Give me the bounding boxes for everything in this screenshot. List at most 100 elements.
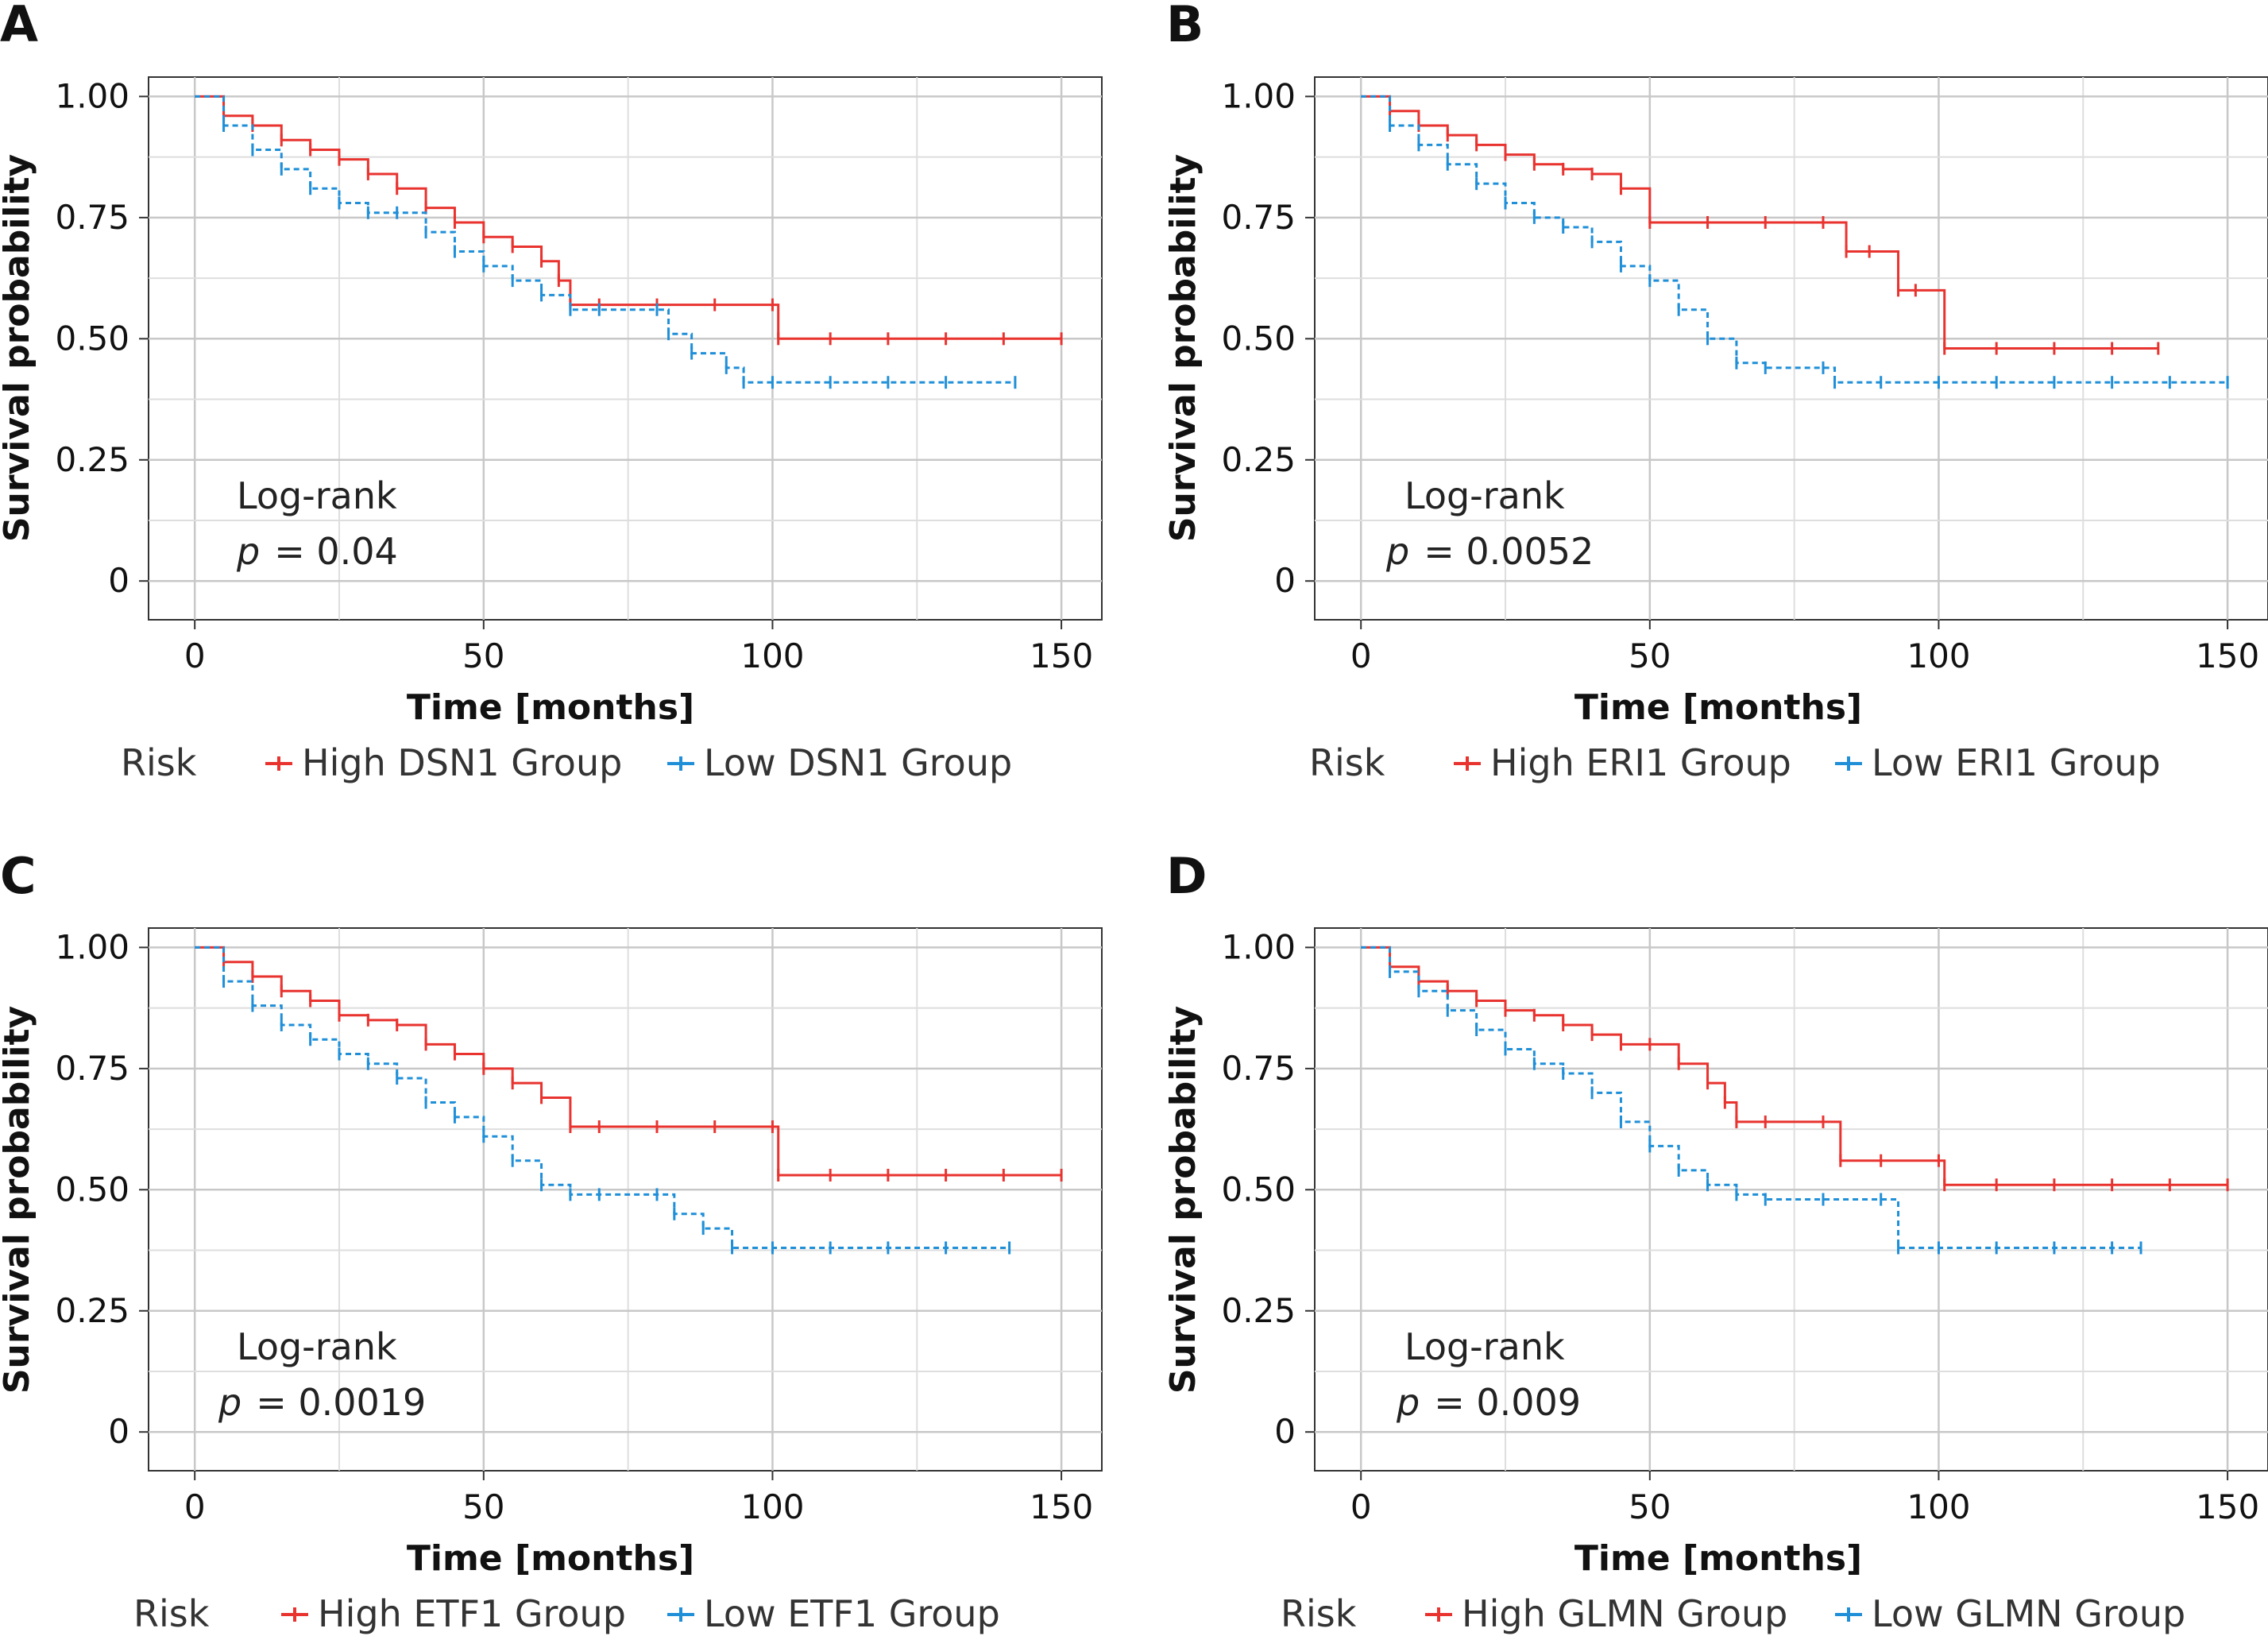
x-axis-title-c: Time [months] [407, 1538, 694, 1579]
y-tick-label: 0.50 [55, 1170, 129, 1209]
grid-a [149, 77, 1102, 620]
p-value-b: p = 0.0052 [1385, 530, 1594, 573]
survival-curve-low [1361, 946, 2141, 1249]
ticks-a: 0 50 100 150 0 0.25 0.50 0.75 1.00 [55, 76, 1093, 675]
panel-label-b: B [1166, 0, 1204, 53]
x-tick-label: 0 [184, 1487, 206, 1526]
legend-high-marker-b [1454, 756, 1481, 771]
x-tick-label: 0 [184, 636, 206, 675]
panel-d: D 0 50 100 150 0 0.25 0.50 0.75 1.00 Time [month… [1163, 847, 2268, 1635]
legend-title-c: Risk [133, 1592, 210, 1635]
y-tick-label: 0.50 [1221, 1170, 1296, 1209]
legend-title-d: Risk [1281, 1592, 1357, 1635]
x-tick-label: 50 [1629, 636, 1671, 675]
x-tick-label: 100 [1907, 1487, 1970, 1526]
panel-a: A 0 50 100 150 0 0.25 0.50 0.75 1.00 Time [month… [0, 0, 1103, 784]
p-text-b: = 0.0052 [1424, 530, 1594, 573]
plot-frame-c [148, 927, 1103, 1472]
legend-a: Risk High DSN1 Group Low DSN1 Group [121, 741, 1012, 784]
y-tick-label: 0.75 [55, 198, 129, 237]
x-tick-label: 0 [1350, 1487, 1372, 1526]
x-axis-title-b: Time [months] [1574, 687, 1862, 728]
survival-curve-high [195, 95, 1062, 340]
series-layer-a [195, 95, 1063, 389]
grid-d [1315, 928, 2268, 1471]
ticks-c: 0 50 100 150 0 0.25 0.50 0.75 1.00 [55, 927, 1093, 1526]
series-layer-b [1361, 95, 2229, 389]
logrank-label-a: Log-rank [237, 474, 397, 517]
legend-low-marker-c [667, 1607, 694, 1622]
y-tick-label: 0.75 [1221, 1049, 1296, 1088]
y-tick-label: 0.50 [55, 319, 129, 358]
y-tick-label: 0.75 [1221, 198, 1296, 237]
x-tick-label: 100 [1907, 636, 1970, 675]
x-tick-label: 100 [740, 636, 804, 675]
y-tick-label: 0 [1274, 561, 1296, 600]
p-symbol-a: p [236, 530, 260, 573]
series-layer-c [195, 946, 1063, 1255]
x-tick-label: 150 [2196, 1487, 2259, 1526]
survival-curve-low [195, 95, 1015, 384]
ticks-b: 0 50 100 150 0 0.25 0.50 0.75 1.00 [1221, 76, 2259, 675]
y-tick-label: 0 [1274, 1412, 1296, 1451]
x-tick-label: 150 [2196, 636, 2259, 675]
legend-high-label-c: High ETF1 Group [318, 1592, 626, 1635]
legend-d: Risk High GLMN Group Low GLMN Group [1281, 1592, 2185, 1635]
logrank-label-b: Log-rank [1404, 474, 1565, 517]
survival-curve-low [1361, 95, 2228, 384]
legend-b: Risk High ERI1 Group Low ERI1 Group [1309, 741, 2161, 784]
panel-label-c: C [0, 847, 37, 905]
legend-c: Risk High ETF1 Group Low ETF1 Group [133, 1592, 1000, 1635]
p-symbol-c: p [218, 1381, 241, 1424]
ticks-d: 0 50 100 150 0 0.25 0.50 0.75 1.00 [1221, 927, 2259, 1526]
y-axis-title-a: Survival probability [0, 154, 37, 542]
p-value-a: p = 0.04 [236, 530, 398, 573]
y-axis-title-d: Survival probability [1163, 1006, 1204, 1394]
panel-label-a: A [0, 0, 38, 53]
y-tick-label: 1.00 [1221, 76, 1296, 115]
p-symbol-b: p [1385, 530, 1409, 573]
y-tick-label: 0.25 [1221, 440, 1296, 479]
legend-high-marker-c [281, 1607, 308, 1622]
x-tick-label: 50 [1629, 1487, 1671, 1526]
legend-low-marker-b [1835, 756, 1862, 771]
survival-curve-high [195, 946, 1062, 1177]
x-tick-label: 0 [1350, 636, 1372, 675]
y-axis-title-b: Survival probability [1163, 154, 1204, 542]
legend-low-marker-a [667, 756, 694, 771]
panel-c: C 0 50 100 150 0 0.25 0.50 0.75 1.00 Time [month… [0, 847, 1103, 1635]
y-tick-label: 1.00 [55, 76, 129, 115]
y-tick-label: 0.25 [1221, 1291, 1296, 1330]
legend-high-label-d: High GLMN Group [1462, 1592, 1787, 1635]
legend-high-label-b: High ERI1 Group [1490, 741, 1791, 784]
x-tick-label: 150 [1030, 636, 1093, 675]
logrank-label-d: Log-rank [1404, 1325, 1565, 1368]
survival-curve-low [195, 946, 1010, 1249]
p-symbol-d: p [1396, 1381, 1420, 1424]
y-tick-label: 0 [108, 561, 129, 600]
x-tick-label: 50 [462, 636, 504, 675]
legend-low-label-d: Low GLMN Group [1872, 1592, 2185, 1635]
panel-label-d: D [1166, 847, 1207, 905]
p-text-c: = 0.0019 [256, 1381, 426, 1424]
p-value-c: p = 0.0019 [218, 1381, 426, 1424]
panel-b: B 0 50 100 150 0 0.25 0.50 0.75 1.00 Time [month… [1163, 0, 2268, 784]
x-tick-label: 100 [740, 1487, 804, 1526]
plot-frame-a [148, 76, 1103, 621]
y-tick-label: 0 [108, 1412, 129, 1451]
legend-low-label-b: Low ERI1 Group [1872, 741, 2161, 784]
legend-low-label-c: Low ETF1 Group [704, 1592, 1000, 1635]
y-tick-label: 0.75 [55, 1049, 129, 1088]
y-tick-label: 0.50 [1221, 319, 1296, 358]
y-tick-label: 0.25 [55, 1291, 129, 1330]
y-axis-title-c: Survival probability [0, 1006, 37, 1394]
logrank-label-c: Log-rank [237, 1325, 397, 1368]
p-value-d: p = 0.009 [1396, 1381, 1581, 1424]
x-axis-title-a: Time [months] [407, 687, 694, 728]
p-text-a: = 0.04 [274, 530, 398, 573]
legend-title-b: Risk [1309, 741, 1385, 784]
legend-high-marker-a [265, 756, 292, 771]
grid-b [1315, 77, 2268, 620]
y-tick-label: 1.00 [55, 927, 129, 966]
